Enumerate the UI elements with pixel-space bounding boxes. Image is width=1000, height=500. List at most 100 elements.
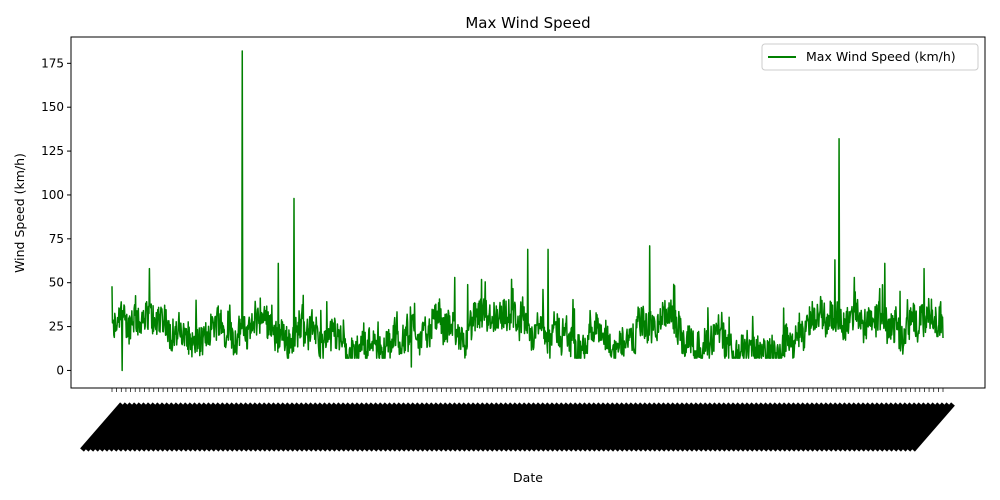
x-tick-label (126, 402, 171, 452)
x-tick-label (372, 402, 417, 452)
x-tick-label (335, 402, 380, 452)
x-tick-label (446, 402, 491, 452)
x-tick-label (836, 402, 881, 452)
x-tick-label (117, 402, 162, 452)
legend-box (761, 43, 979, 71)
x-tick-label (911, 402, 955, 452)
x-tick-label (651, 402, 695, 452)
x-tick-label (196, 402, 240, 452)
x-tick-label (358, 402, 403, 452)
x-tick-label (112, 402, 157, 452)
x-tick-label (205, 402, 250, 452)
x-tick-label (781, 402, 825, 452)
x-tick-label (897, 402, 941, 452)
x-tick-label (200, 402, 245, 452)
x-tick-label (340, 402, 384, 452)
x-tick-label (873, 402, 918, 452)
x-tick-label (549, 402, 593, 452)
x-tick-label (261, 402, 305, 452)
x-tick-label (293, 402, 338, 452)
x-tick-label (674, 402, 719, 452)
x-tick-label (678, 402, 723, 452)
x-tick-label (381, 402, 426, 452)
x-tick-label (725, 402, 770, 452)
x-tick-label (419, 402, 463, 452)
x-tick-label (655, 402, 700, 452)
x-tick-label (395, 402, 440, 452)
x-tick-label (121, 402, 166, 452)
x-tick-label (576, 402, 621, 452)
x-tick-label (451, 402, 496, 452)
x-tick-label (790, 402, 835, 452)
x-tick-label (818, 402, 863, 452)
x-tick-label (739, 402, 784, 452)
x-tick-label (887, 402, 932, 452)
x-tick-label (344, 402, 389, 452)
x-tick-label (669, 402, 714, 452)
x-tick-label (488, 402, 533, 452)
x-tick-label (354, 402, 398, 452)
x-tick-label (228, 402, 273, 452)
x-tick-label (748, 402, 793, 452)
chart-title: Max Wind Speed (465, 14, 590, 32)
x-tick-label (743, 402, 788, 452)
y-tick-label: 25 (49, 320, 64, 334)
x-tick-label (553, 402, 598, 452)
x-tick-label (683, 402, 728, 452)
x-tick-label (363, 402, 408, 452)
x-tick-label (145, 402, 189, 452)
x-tick-label (149, 402, 194, 452)
x-tick-label (706, 402, 751, 452)
x-tick-label (326, 402, 370, 452)
x-tick-label (813, 402, 858, 452)
x-tick-label (307, 402, 352, 452)
y-tick-label: 175 (41, 56, 64, 70)
x-tick-label (827, 402, 872, 452)
x-tick-label (484, 402, 528, 452)
x-tick-label (757, 402, 802, 452)
x-tick-label (107, 402, 152, 452)
x-tick-label (562, 402, 607, 452)
x-tick-label (391, 402, 435, 452)
x-tick-label (600, 402, 644, 452)
x-tick-label (265, 402, 310, 452)
x-tick-label (511, 402, 556, 452)
x-tick-label (660, 402, 705, 452)
y-tick-label: 150 (41, 100, 64, 114)
x-tick-label (428, 402, 473, 452)
x-tick-label (641, 402, 686, 452)
x-tick-label (493, 402, 538, 452)
x-tick-label (423, 402, 468, 452)
x-tick-label (572, 402, 616, 452)
x-tick-label (474, 402, 519, 452)
x-tick-label (646, 402, 691, 452)
y-tick-label: 0 (56, 363, 64, 377)
x-tick-label (409, 402, 454, 452)
x-tick-label (864, 402, 909, 452)
x-tick-label (349, 402, 394, 452)
x-tick-label (502, 402, 547, 452)
legend-label: Max Wind Speed (km/h) (806, 49, 956, 64)
x-tick-label (460, 402, 505, 452)
x-tick-label (177, 402, 222, 452)
x-tick-label (497, 402, 542, 452)
y-tick-label: 125 (41, 144, 64, 158)
x-tick-label (776, 402, 821, 452)
x-tick-label (544, 402, 589, 452)
x-tick-label (279, 402, 324, 452)
x-tick-label (400, 402, 445, 452)
x-tick-label (437, 402, 482, 452)
x-tick-label (470, 402, 514, 452)
x-tick-label (432, 402, 477, 452)
x-tick-label (256, 402, 301, 452)
x-tick-label (637, 402, 681, 452)
x-tick-label (135, 402, 180, 452)
x-tick-label (692, 402, 737, 452)
x-tick-label (186, 402, 231, 452)
x-tick-label (516, 402, 561, 452)
x-tick-label (298, 402, 343, 452)
x-tick-label (191, 402, 236, 452)
x-axis (80, 388, 955, 452)
x-tick-label (799, 402, 844, 452)
